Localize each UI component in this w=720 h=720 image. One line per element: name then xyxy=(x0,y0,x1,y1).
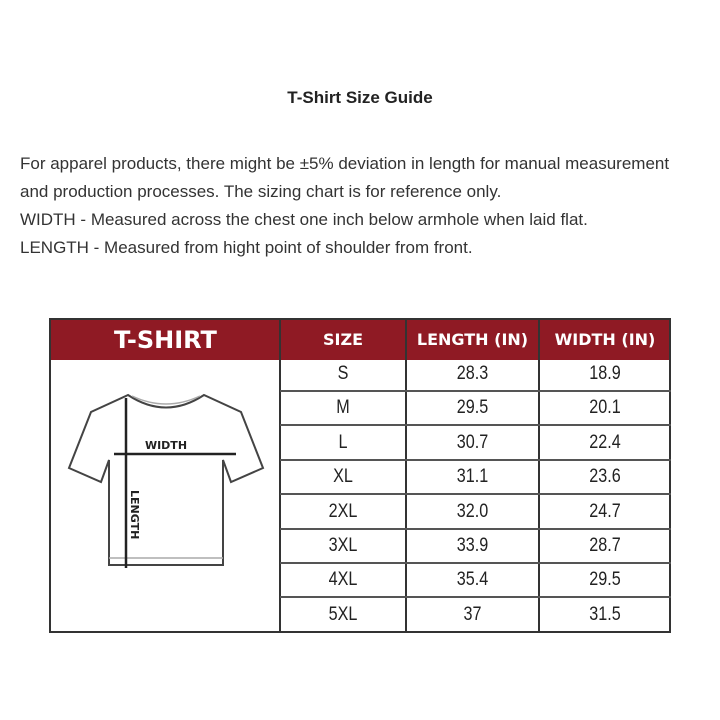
size-cell: M xyxy=(336,397,350,419)
table-row: L 30.7 22.4 xyxy=(280,427,671,461)
deviation-note: For apparel products, there might be ±5%… xyxy=(20,154,670,201)
size-cell: S xyxy=(337,363,349,384)
divider xyxy=(405,320,407,631)
size-guide-description: For apparel products, there might be ±5%… xyxy=(20,150,700,262)
table-row: 4XL 35.4 29.5 xyxy=(280,564,671,599)
column-header-width: WIDTH (IN) xyxy=(554,330,656,349)
table-row: 5XL 37 31.5 xyxy=(280,599,671,633)
size-cell: XL xyxy=(333,466,353,488)
table-row: 2XL 32.0 24.7 xyxy=(280,496,671,530)
width-cell: 23.6 xyxy=(589,466,621,488)
length-cell: 35.4 xyxy=(456,569,489,591)
width-cell: 18.9 xyxy=(589,363,621,384)
page-title: T-Shirt Size Guide xyxy=(287,88,433,107)
length-cell: 29.5 xyxy=(456,397,489,419)
size-cell: 2XL xyxy=(328,500,358,522)
length-cell: 32.0 xyxy=(456,500,489,522)
size-chart: T-SHIRT SIZE LENGTH (IN) WIDTH (IN) WIDT… xyxy=(49,318,671,633)
size-cell: 4XL xyxy=(328,569,358,591)
length-label: LENGTH xyxy=(128,490,141,539)
size-cell: 5XL xyxy=(328,603,358,625)
column-header-size: SIZE xyxy=(322,330,363,349)
width-label: WIDTH xyxy=(145,439,187,452)
product-label: T-SHIRT xyxy=(114,326,217,354)
width-cell: 31.5 xyxy=(589,603,621,625)
column-header-length: LENGTH (IN) xyxy=(416,330,529,349)
width-note: WIDTH - Measured across the chest one in… xyxy=(20,210,588,229)
tshirt-diagram-icon: WIDTH LENGTH xyxy=(67,393,265,568)
table-row: XL 31.1 23.6 xyxy=(280,461,671,496)
width-cell: 29.5 xyxy=(589,569,621,591)
length-cell: 37 xyxy=(463,603,482,625)
table-row: 3XL 33.9 28.7 xyxy=(280,530,671,564)
table-row: S 28.3 18.9 xyxy=(280,358,671,392)
width-cell: 22.4 xyxy=(589,431,621,453)
width-cell: 24.7 xyxy=(589,500,621,522)
length-cell: 33.9 xyxy=(456,535,489,556)
length-note: LENGTH - Measured from hight point of sh… xyxy=(20,238,473,257)
size-chart-header: T-SHIRT SIZE LENGTH (IN) WIDTH (IN) xyxy=(51,320,669,360)
length-cell: 31.1 xyxy=(456,466,489,488)
length-cell: 28.3 xyxy=(456,363,489,384)
table-row: M 29.5 20.1 xyxy=(280,392,671,427)
width-cell: 20.1 xyxy=(589,397,621,419)
width-cell: 28.7 xyxy=(589,535,621,556)
size-cell: 3XL xyxy=(328,535,358,556)
divider xyxy=(538,320,540,631)
length-cell: 30.7 xyxy=(456,431,489,453)
size-cell: L xyxy=(338,431,348,453)
divider xyxy=(279,320,281,631)
